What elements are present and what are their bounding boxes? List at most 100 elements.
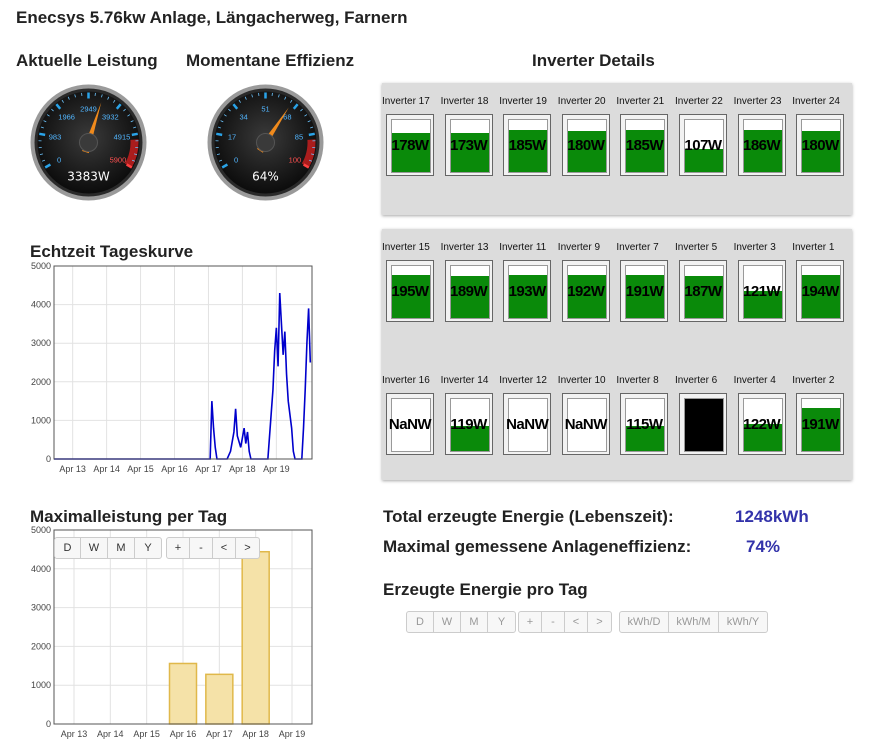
inverter-tile[interactable]: 186W: [737, 114, 786, 176]
y-tick-label: 0: [46, 454, 51, 464]
gauge-tick-label: 0: [234, 156, 238, 165]
inverter-tile[interactable]: 185W: [620, 114, 669, 176]
y-tick-label: 3000: [31, 338, 51, 348]
inverter-tile[interactable]: 191W: [620, 260, 669, 322]
inverter-tile[interactable]: 173W: [444, 114, 493, 176]
inverter-tile[interactable]: 122W: [737, 393, 786, 455]
gauge-minor-tick: [216, 153, 220, 155]
gauge-minor-tick: [107, 96, 110, 100]
gauge-tick-label: 5900: [110, 156, 127, 165]
gauge-tick-label: 85: [295, 133, 303, 142]
inverter-tile[interactable]: 180W: [561, 114, 610, 176]
inverter-label: Inverter 13: [440, 242, 489, 253]
period-w-button[interactable]: W: [81, 538, 108, 558]
gauge-major-tick: [125, 163, 133, 169]
prev-button[interactable]: <: [213, 538, 236, 558]
zoom-out-button[interactable]: -: [190, 538, 213, 558]
inverter-tile[interactable]: [679, 393, 727, 455]
daily-period-m-button[interactable]: M: [461, 612, 488, 632]
daily-energy-title: Erzeugte Energie pro Tag: [383, 580, 588, 599]
inverter-tile[interactable]: 115W: [620, 393, 669, 455]
inverter-power-value: 185W: [625, 137, 664, 154]
inverter-panel-bottom: Inverter 15 195W Inverter 13 189W Inverter 1…: [382, 229, 852, 480]
daily-period-w-button[interactable]: W: [434, 612, 461, 632]
inverter-tile[interactable]: 191W: [796, 393, 845, 455]
gauge-minor-tick: [51, 108, 54, 112]
inverter-power-value: 191W: [801, 416, 840, 433]
inverter-label: Inverter 7: [616, 242, 659, 253]
inverter-power-value: 119W: [450, 416, 487, 433]
period-d-button[interactable]: D: [55, 538, 81, 558]
inverter-tile[interactable]: 187W: [679, 260, 727, 322]
inverter-tile[interactable]: 121W: [737, 260, 786, 322]
daily-max-bar: [205, 673, 234, 725]
efficiency-gauge: 0 17 34 51 68 85 100 64%: [207, 84, 324, 201]
gauge-minor-tick: [304, 114, 308, 117]
inverter-label: Inverter 1: [792, 242, 835, 253]
inverter-level-bar: [450, 276, 489, 318]
inverter-tile[interactable]: NaNW: [561, 393, 610, 455]
inverter-label: Inverter 12: [499, 375, 547, 386]
inverter-tile[interactable]: NaNW: [386, 393, 434, 455]
period-y-button[interactable]: Y: [144, 542, 152, 554]
gauge-tick-label: 4915: [114, 133, 131, 142]
gauge-tick-label: 68: [283, 112, 291, 121]
daily-prev-button[interactable]: <: [565, 612, 588, 632]
inverter-tile[interactable]: 107W: [679, 114, 727, 176]
period-m-button[interactable]: M: [108, 538, 135, 558]
inverter-tile[interactable]: 119W: [444, 393, 493, 455]
inverter-meter: [625, 398, 666, 452]
gauge-major-tick: [131, 132, 138, 137]
gauge-major-tick: [292, 103, 299, 110]
daily-zoom-out-button[interactable]: -: [542, 612, 565, 632]
inverter-power-value: 107W: [684, 137, 722, 154]
inverter-level-bar: [626, 130, 665, 172]
inverter-tile[interactable]: 185W: [503, 114, 552, 176]
inverter-tile[interactable]: 178W: [386, 114, 434, 176]
unit-kwh-d-button[interactable]: kWh/D: [620, 612, 669, 632]
gauge-minor-tick: [284, 96, 287, 100]
inverter-tile[interactable]: 195W: [386, 260, 434, 322]
unit-kwh-m-button[interactable]: kWh/M: [669, 612, 719, 632]
y-tick-label: 1000: [31, 415, 51, 425]
daily-period-y-button[interactable]: Y: [497, 616, 506, 628]
x-tick-label: Apr 14: [93, 464, 120, 474]
gauge-minor-tick: [67, 96, 70, 100]
daily-next-button[interactable]: >: [596, 616, 603, 628]
gauge-minor-tick: [39, 153, 43, 155]
next-button[interactable]: >: [244, 542, 251, 554]
inverter-meter: [625, 265, 666, 319]
inverter-tile[interactable]: 180W: [796, 114, 845, 176]
inverter-tile[interactable]: 193W: [503, 260, 552, 322]
y-tick-label: 4000: [31, 564, 51, 574]
inverter-power-value: NaNW: [388, 416, 432, 433]
inverter-label: Inverter 17: [382, 96, 430, 107]
x-tick-label: Apr 14: [97, 729, 124, 739]
inverter-label: Inverter 9: [557, 242, 601, 253]
inverter-label: Inverter 18: [440, 96, 489, 107]
zoom-in-button[interactable]: +: [167, 538, 190, 558]
inverter-tile[interactable]: 192W: [561, 260, 610, 322]
gauge-tick-label: 983: [49, 133, 62, 142]
max-efficiency-value: 74%: [746, 537, 781, 556]
daily-zoom-in-button[interactable]: +: [519, 612, 542, 632]
y-tick-label: 5000: [31, 525, 51, 535]
inverter-level-bar: [743, 423, 782, 451]
inverter-tile[interactable]: 194W: [796, 260, 845, 322]
inverter-tile[interactable]: NaNW: [503, 393, 552, 455]
inverter-details-title: Inverter Details: [532, 51, 655, 70]
inverter-label: Inverter 6: [675, 375, 718, 386]
inverter-level-bar: [685, 148, 723, 172]
inverter-label: Inverter 23: [733, 96, 782, 107]
inverter-tile[interactable]: 189W: [444, 260, 493, 322]
unit-kwh-y-button[interactable]: kWh/Y: [726, 616, 760, 628]
inverter-meter: [449, 119, 490, 173]
gauge-tick-label: 2949: [80, 105, 97, 114]
inverter-meter: [566, 119, 607, 173]
inverter-level-bar: [626, 275, 665, 318]
gauge-tick-label: 100: [289, 156, 302, 165]
total-energy-value: 1248kWh: [735, 507, 809, 526]
daily-period-d-button[interactable]: D: [407, 612, 434, 632]
daily-max-bar: [241, 550, 270, 725]
